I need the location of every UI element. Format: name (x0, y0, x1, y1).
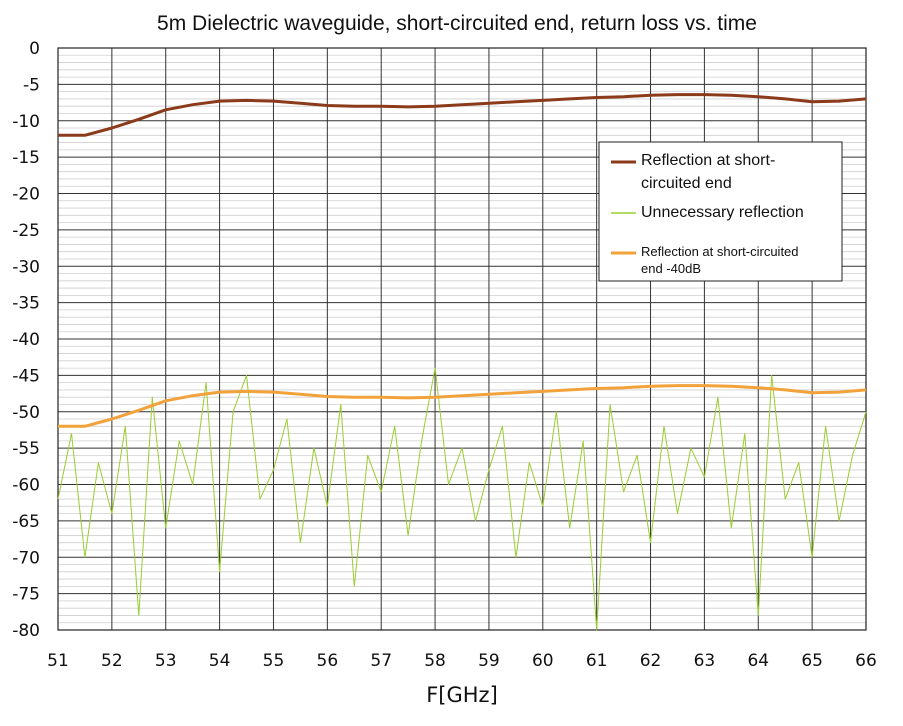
legend-label-3: Reflection at short-circuited (641, 244, 799, 259)
x-tick-label: 54 (209, 651, 231, 671)
x-tick-label: 63 (694, 651, 716, 671)
legend: Reflection at short-circuited end Unneces… (598, 141, 843, 282)
grid (57, 47, 867, 631)
y-tick-label: -50 (12, 403, 40, 423)
series-group (57, 93, 867, 631)
x-tick-label: 62 (640, 651, 662, 671)
x-tick-label: 60 (532, 651, 554, 671)
y-tick-label: -55 (12, 439, 40, 459)
x-tick-label: 57 (370, 651, 392, 671)
y-tick-label: -15 (12, 148, 40, 168)
y-tick-label: -25 (12, 221, 40, 241)
x-tick-label: 65 (801, 651, 823, 671)
series-line-2 (57, 367, 867, 631)
x-tick-label: 59 (478, 651, 500, 671)
x-tick-label: 64 (747, 651, 769, 671)
y-tick-label: -60 (12, 476, 40, 496)
x-tick-label: 51 (47, 651, 69, 671)
series-line-1 (58, 93, 867, 137)
legend-label-2: Unnecessary reflection (641, 204, 804, 221)
x-tick-label: 52 (101, 651, 123, 671)
x-tick-label: 56 (317, 651, 339, 671)
y-tick-label: -75 (12, 585, 40, 605)
legend-label-3: end -40dB (641, 261, 701, 276)
y-tick-label: -40 (12, 330, 40, 350)
legend-label-1: circuited end (641, 175, 732, 192)
y-tick-label: -5 (23, 75, 40, 95)
x-tick-label: 53 (155, 651, 177, 671)
y-tick-label: -80 (12, 621, 40, 641)
y-tick-label: 0 (29, 39, 40, 59)
y-tick-label: -65 (12, 512, 40, 532)
x-tick-label: 58 (424, 651, 446, 671)
x-tick-label: 61 (586, 651, 608, 671)
series-line-3 (58, 384, 867, 428)
y-tick-label: -35 (12, 294, 40, 314)
y-tick-label: -45 (12, 366, 40, 386)
x-axis-ticks: 51 52 53 54 55 56 57 58 59 60 61 62 63 64 65 66 (47, 651, 877, 671)
legend-label-1: Reflection at short- (641, 152, 775, 169)
x-axis-label: F[GHz] (426, 683, 498, 707)
chart-title: 5m Dielectric waveguide, short-circuited… (157, 12, 757, 35)
y-tick-label: -70 (12, 548, 40, 568)
y-tick-label: -20 (12, 185, 40, 205)
y-tick-label: -10 (12, 112, 40, 132)
x-tick-label: 66 (855, 651, 877, 671)
x-tick-label: 55 (263, 651, 285, 671)
plot-area (57, 47, 867, 631)
y-axis-ticks: 0 -5 -10 -15 -20 -25 -30 -35 -40 -45 -50 -55 -60 -65 -… (12, 39, 40, 641)
y-tick-label: -30 (12, 257, 40, 277)
legend-box (598, 141, 843, 282)
